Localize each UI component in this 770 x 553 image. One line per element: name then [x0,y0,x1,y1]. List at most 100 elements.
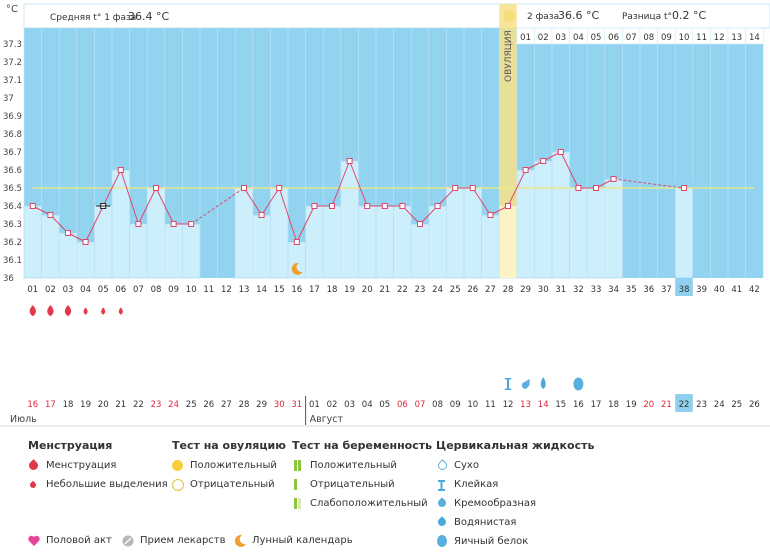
calendar-date-label: 12 [503,400,514,410]
temperature-bar [393,205,412,279]
calendar-date-label: 16 [573,400,584,410]
temperature-bar [463,187,482,279]
pill-icon [122,535,134,547]
temperature-point [593,185,599,191]
y-tick-label: 37.2 [3,58,22,68]
y-tick-label: 36.6 [3,166,22,176]
temperature-line-segment [560,151,579,189]
legend-label: Клейкая [454,479,499,490]
temperature-line-segment [190,187,245,225]
temperature-bar [305,205,324,279]
temperature-point [258,212,265,218]
temperature-point [329,203,335,209]
unit-label: °C [6,4,18,15]
phase2-day-label: 08 [643,33,654,43]
legend-item-pregnancy-weak: Слабоположительный [292,494,432,513]
temperature-point [65,230,71,236]
temperature-point [170,221,177,227]
calendar-date-label: 19 [626,400,637,410]
empty-circle-icon [172,479,184,491]
temperature-bar [41,214,60,279]
legend-label: Отрицательный [190,479,275,490]
phase2-day-label: 09 [661,33,672,43]
y-tick-label: 36 [3,274,14,284]
temperature-bar [586,187,606,279]
cycle-day-label: 39 [696,285,707,295]
calendar-date-label: 13 [520,400,531,410]
legend-item-sticky: Клейкая [436,475,594,494]
phase1-value: 36.4 °C [128,10,169,23]
temperature-bar [76,241,95,279]
temperature-line-segment [296,205,315,243]
calendar-date-label: 29 [256,400,267,410]
yellow-circle-icon [172,460,183,471]
calendar-date-label: 08 [432,400,443,410]
cycle-day-label: 31 [555,285,566,295]
phase2-cell [745,27,764,45]
temperature-point [135,221,142,227]
phase2-day-label: 12 [714,33,725,43]
legend-item-eggwhite: Яичный белок [436,532,594,551]
cycle-day-label: 16 [291,285,302,295]
legend-title-ovulation-test: Тест на овуляцию [172,439,286,452]
cycle-day-label: 24 [432,285,443,295]
temperature-point [452,185,459,191]
temperature-bar [569,187,588,279]
temperature-line-segment [120,169,139,225]
calendar-date-label: 26 [749,400,760,410]
phase2-day-label: 06 [608,33,619,43]
legend-item-medication: Прием лекарств [122,533,226,549]
y-tick-label: 36.7 [3,148,22,158]
cycle-day-label: 02 [45,285,56,295]
lower-band [24,278,764,436]
y-tick-label: 36.2 [3,238,22,248]
temperature-point [153,185,159,191]
small-blood-drop-icon [28,480,38,490]
temperature-point [29,203,36,209]
cycle-day-label: 37 [661,285,672,295]
blood-drop-icon [27,459,40,472]
temperature-line-segment [278,187,298,243]
phase1-label: Средняя t° 1 фаза [50,13,136,23]
watery-drop-icon [436,516,448,528]
temperature-line-segment [137,187,157,225]
legend-label: Прием лекарств [140,535,226,546]
calendar-date-label: 23 [151,400,162,410]
temperature-point [681,185,687,191]
creamy-drop-icon [521,379,530,389]
calendar-date-label: 31 [291,400,302,410]
calendar-date-label: 14 [538,400,549,410]
cycle-day-label: 32 [573,285,584,295]
calendar-date-label: 17 [591,400,602,410]
temperature-line-segment [261,187,280,216]
temperature-point [364,203,371,209]
highlighted-cycle-day [675,278,693,296]
temperature-line-segment [507,169,527,207]
header-band [23,3,770,29]
cycle-day-label: 01 [27,285,38,295]
temperature-bar [129,223,148,279]
header-phase1: Средняя t° 1 фаза 36.4 °C [50,10,169,23]
single-bar-icon [294,479,297,490]
calendar-date-label: 18 [608,400,619,410]
temperature-point [487,212,494,218]
temperature-bar [322,205,342,279]
calendar-date-label: 05 [379,400,390,410]
legend-title-menstruation: Менструация [28,439,113,452]
ovulation-bar [499,206,517,278]
temperature-point [399,203,406,209]
legend-item-dry: Сухо [436,456,594,475]
phase2-label: 2 фаза [527,12,559,22]
eggwhite-drop-icon [573,377,584,391]
phase2-day-label: 11 [696,33,707,43]
cycle-day-label: 12 [221,285,232,295]
heart-icon [28,535,40,547]
temperature-line-segment [85,205,104,243]
double-bar-icon [294,460,297,471]
calendar-date-label: 21 [115,400,126,410]
cycle-day-label: 25 [450,285,461,295]
calendar-date-label: 17 [45,400,56,410]
cycle-day-label: 33 [591,285,602,295]
temperature-bar [182,223,201,279]
y-tick-label: 36.3 [3,220,22,230]
